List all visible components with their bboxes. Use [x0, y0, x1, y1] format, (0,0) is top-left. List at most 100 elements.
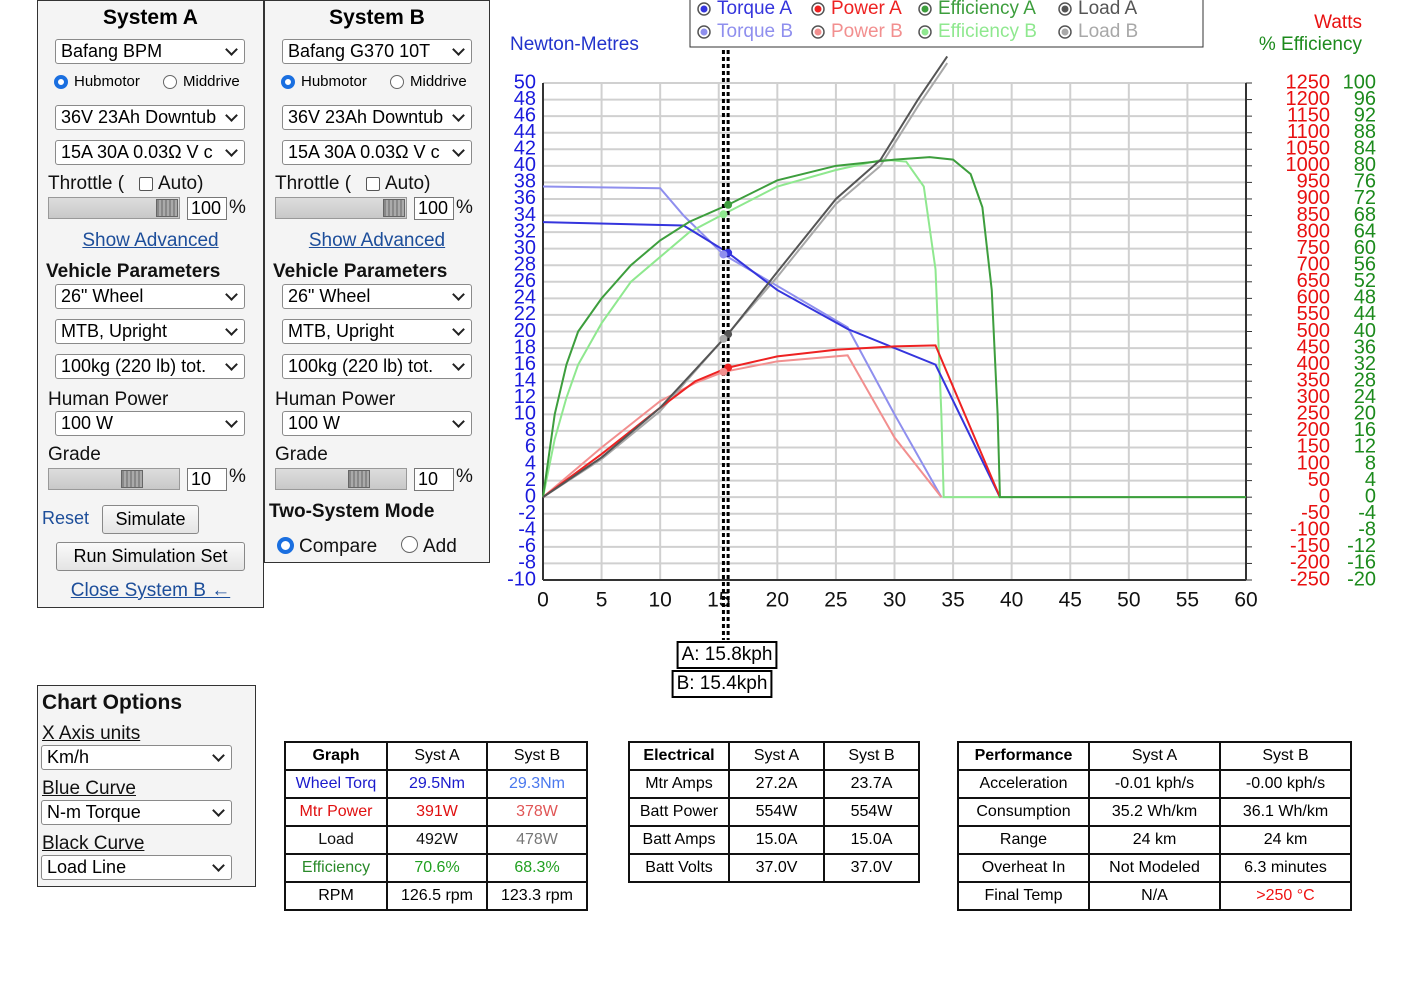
close-b-link[interactable]: Close System B ← [70, 580, 231, 601]
legend-label: Load A [1078, 0, 1137, 19]
throttle-label: Throttle ( [48, 173, 125, 194]
human-power-select[interactable]: 100 W [282, 411, 472, 436]
human-power-label: Human Power [275, 389, 396, 410]
grade-slider[interactable] [275, 468, 407, 490]
dropdown-arrow [452, 144, 465, 157]
y-tick-label: 26 [514, 270, 536, 292]
compare-radio[interactable] [277, 537, 294, 554]
simulate-button[interactable]: Simulate [102, 505, 199, 534]
x-option-select[interactable]: Km/h [41, 745, 232, 770]
y2-tick-label: 750 [1297, 237, 1330, 259]
black-option-select[interactable]: Load Line [41, 855, 232, 880]
y2-tick-label: 650 [1297, 270, 1330, 292]
y-tick-label: 40 [514, 154, 536, 176]
grade-input[interactable]: 10 [414, 468, 454, 491]
wheel-select[interactable]: 26" Wheel [282, 284, 472, 309]
y-tick-label: 14 [514, 369, 536, 391]
run-set-button[interactable]: Run Simulation Set [56, 542, 245, 571]
legend-item[interactable]: Efficiency B [918, 21, 1037, 42]
legend-item[interactable]: Torque B [697, 21, 793, 42]
weight-select[interactable]: 100kg (220 lb) tot. [282, 354, 472, 379]
y3-tick-label: 88 [1354, 121, 1376, 143]
controller-select[interactable]: 15A 30A 0.03Ω V c [282, 140, 472, 165]
hub-radio[interactable] [54, 75, 68, 89]
x-tick-label: 30 [883, 589, 906, 612]
y-tick-label: 38 [514, 171, 536, 193]
panel-title: System B [329, 6, 425, 29]
table-cell: 23.7A [823, 769, 920, 799]
table-cell: Range [957, 825, 1090, 855]
x-tick-label: 0 [537, 589, 549, 612]
wheel-select[interactable]: 26" Wheel [55, 284, 245, 309]
legend-item[interactable]: Torque A [697, 0, 792, 19]
table-row: Performance Syst A Syst B [957, 741, 1352, 771]
human-power-select[interactable]: 100 W [55, 411, 245, 436]
y2-tick-label: 1150 [1287, 104, 1330, 126]
y-tick-label: -2 [518, 502, 536, 524]
weight-select[interactable]: 100kg (220 lb) tot. [55, 354, 245, 379]
hub-radio[interactable] [281, 75, 295, 89]
battery-select[interactable]: 36V 23Ah Downtub [55, 105, 245, 130]
auto-checkbox[interactable] [366, 177, 380, 191]
y-tick-label: 16 [514, 353, 536, 375]
reset-link[interactable]: Reset [42, 508, 90, 528]
dropdown-arrow [452, 43, 465, 56]
motor-select-text: Bafang BPM [61, 41, 163, 61]
y2-tick-label: 1100 [1287, 121, 1330, 143]
legend-label: Torque A [717, 0, 792, 19]
system-b-panel: System B Bafang G370 10T Hubmotor Middrive 3… [264, 0, 490, 563]
y3-tick-label: -16 [1347, 552, 1376, 574]
table-row: Batt Volts 37.0V 37.0V [628, 853, 920, 883]
y2-tick-label: 950 [1297, 171, 1330, 193]
grade-input[interactable]: 10 [187, 468, 227, 491]
table-cell: 554W [823, 797, 920, 827]
table-row: Efficiency 70.6% 68.3% [284, 853, 588, 883]
legend-radio-dot [1061, 28, 1069, 36]
controller-select[interactable]: 15A 30A 0.03Ω V c [55, 140, 245, 165]
auto-checkbox[interactable] [139, 177, 153, 191]
y3-tick-label: 92 [1354, 104, 1376, 126]
legend-item[interactable]: Load A [1058, 0, 1137, 19]
cursor-label-box [676, 641, 778, 669]
header-cell: Graph [284, 741, 388, 771]
y2-tick-label: 400 [1297, 353, 1330, 375]
show-advanced-link[interactable]: Show Advanced [82, 230, 219, 251]
table-cell: Load [284, 825, 388, 855]
motor-select[interactable]: Bafang BPM [55, 39, 245, 64]
y2-axis-title: Watts [1314, 12, 1362, 33]
header-cell: Syst B [1219, 741, 1352, 771]
y2-tick-label: 0 [1319, 485, 1330, 507]
show-advanced-link[interactable]: Show Advanced [308, 230, 446, 251]
throttle-slider[interactable] [275, 197, 407, 219]
legend-item[interactable]: Efficiency A [918, 0, 1036, 19]
y2-tick-label: 1250 [1286, 71, 1331, 93]
motor-select[interactable]: Bafang G370 10T [282, 39, 472, 64]
slider-thumb [121, 470, 143, 488]
position-select[interactable]: MTB, Upright [55, 319, 245, 344]
table-cell: 15.0A [728, 825, 825, 855]
position-select[interactable]: MTB, Upright [282, 319, 472, 344]
throttle-slider[interactable] [48, 197, 180, 219]
blue-option-select[interactable]: N-m Torque [41, 800, 232, 825]
dropdown-arrow [225, 323, 238, 336]
add-radio[interactable] [401, 536, 418, 553]
hub-label: Hubmotor [301, 73, 367, 90]
y3-tick-label: 4 [1365, 469, 1376, 491]
y3-tick-label: 68 [1354, 204, 1376, 226]
throttle-input[interactable]: 100 [414, 197, 454, 220]
grade-slider[interactable] [48, 468, 180, 490]
mid-radio[interactable] [390, 75, 404, 89]
throttle-input[interactable]: 100 [187, 197, 227, 220]
y2-tick-label: 600 [1297, 287, 1330, 309]
y3-tick-label: 64 [1354, 220, 1376, 242]
legend-item[interactable]: Power A [811, 0, 902, 19]
table-cell: 36.1 Wh/km [1219, 797, 1352, 827]
dropdown-arrow [225, 358, 238, 371]
battery-select[interactable]: 36V 23Ah Downtub [282, 105, 472, 130]
weight-select-text: 100kg (220 lb) tot. [61, 356, 207, 376]
y2-tick-label: 50 [1308, 469, 1330, 491]
legend-item[interactable]: Power B [811, 21, 903, 42]
legend-item[interactable]: Load B [1058, 21, 1138, 42]
mid-radio[interactable] [163, 75, 177, 89]
series-line [542, 55, 949, 498]
